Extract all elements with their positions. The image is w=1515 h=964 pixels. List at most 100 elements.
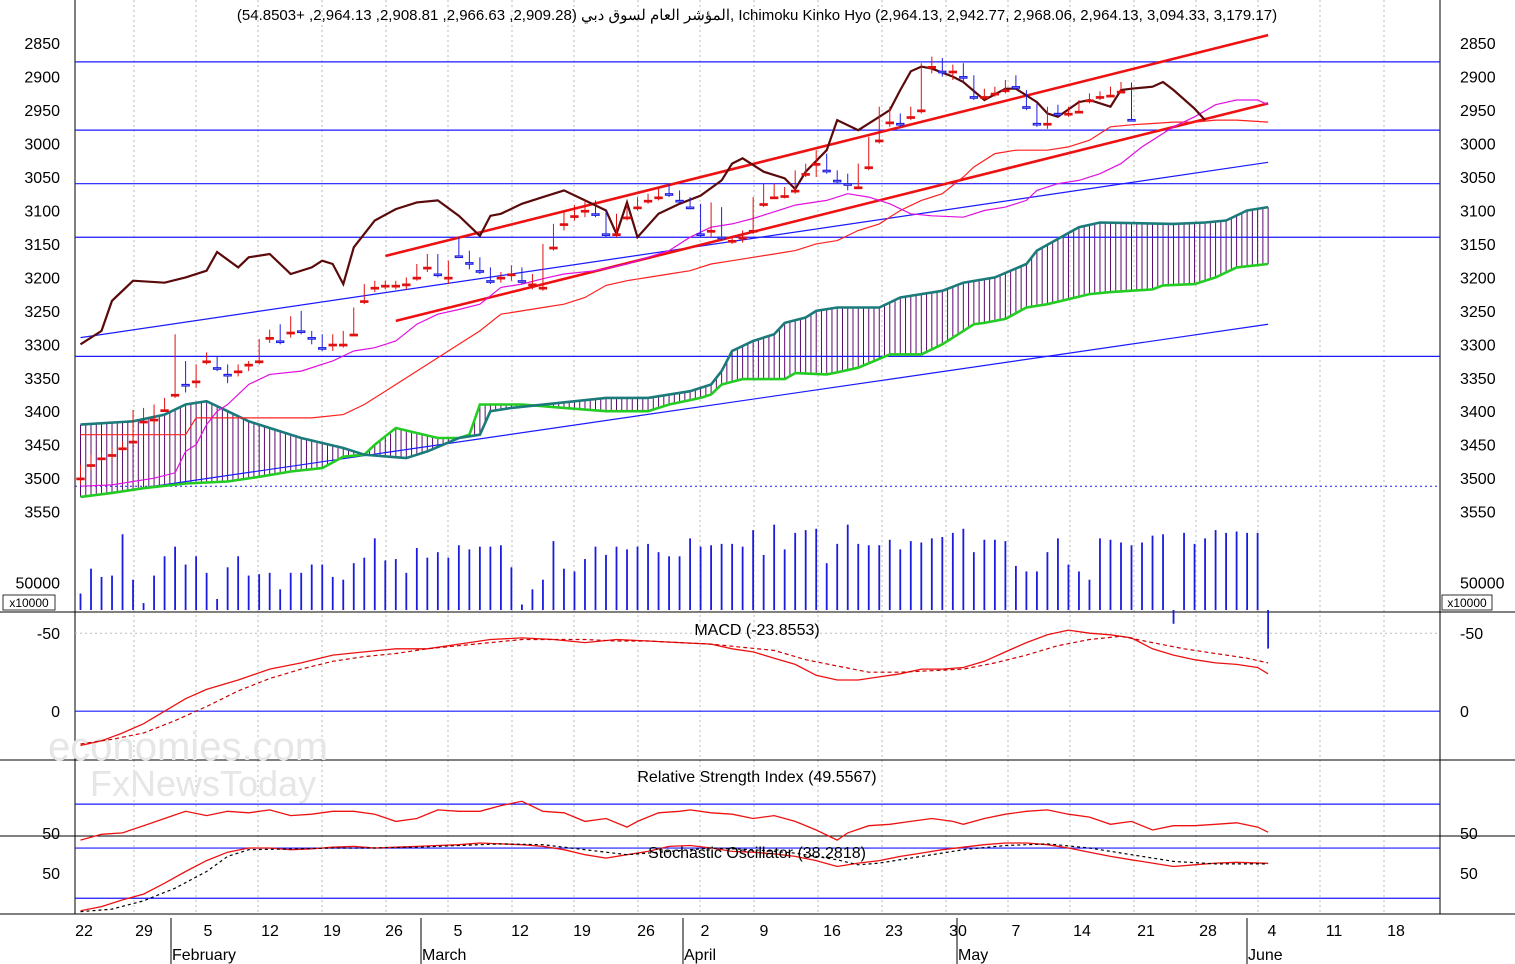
candle-down [790,189,800,193]
rsi-tick-label-left: 50 [42,826,60,843]
candle-up [1053,112,1063,116]
price-tick-label-right: 3350 [1460,371,1496,388]
candle-down [917,109,926,113]
candle-down [97,457,106,461]
stochastic-tick-label-left: 50 [42,866,60,883]
candle-down [706,229,716,233]
candle-down [570,215,579,218]
price-tick-label-left: 3450 [24,438,60,455]
candle-down [854,186,863,190]
candle-up [959,76,968,79]
candle-down [1064,112,1073,116]
candle-up [601,233,611,236]
volume-panel [79,524,1270,649]
kijun-sen-line [80,119,1269,436]
candle-down [360,300,369,303]
candle-up [181,383,190,387]
price-tick-label-right: 2950 [1460,103,1496,120]
rsi-line [80,800,1269,841]
price-tick-label-right: 3250 [1460,304,1496,321]
candle-down [339,343,348,347]
x-month-label: April [684,947,716,964]
candle-up [696,233,705,236]
candle-down [349,333,358,337]
stochastic-tick-label-right: 50 [1460,866,1478,883]
candle-down [528,283,537,287]
x-day-label: 18 [1387,923,1405,940]
stochastic-d-line [80,843,1269,913]
candle-down [864,166,873,170]
price-tick-label-right: 3000 [1460,137,1496,154]
candle-down [1116,90,1126,94]
x-day-label: 16 [823,923,841,940]
candle-down [654,196,663,200]
x-day-label: 19 [323,923,341,940]
candle-down [1095,96,1105,99]
candle-down [875,139,884,143]
candle-down [107,454,117,457]
candle-up [664,193,674,196]
candle-up [433,273,443,277]
candle-up [1127,118,1136,122]
candle-down [202,360,211,364]
candle-down [118,447,127,451]
x-day-label: 30 [949,923,967,940]
candle-down [780,195,789,198]
price-tick-label-left: 3250 [24,304,60,321]
candle-down [759,203,768,206]
candle-down [233,370,243,374]
price-tick-label-right: 3200 [1460,270,1496,287]
stochastic-panel: Stochastic Oscillator (38.2818) [75,842,1440,913]
x-day-label: 29 [135,923,153,940]
candle-down [906,116,915,119]
candle-up [475,270,485,273]
candle-down [559,223,569,226]
x-day-label: 26 [637,923,655,940]
candle-up [517,280,527,283]
candle-down [633,206,642,210]
x-day-label: 11 [1326,923,1343,940]
price-tick-label-left: 3150 [24,237,60,254]
price-tick-label-left: 2950 [24,103,60,120]
price-tick-label-right: 2850 [1460,36,1496,53]
candle-down [1001,89,1010,93]
price-tick-label-right: 3450 [1460,438,1496,455]
candle-down [580,209,590,213]
candle-down [244,363,253,367]
candle-down [980,96,989,99]
candle-down [412,276,422,280]
x-day-label: 23 [885,923,903,940]
panel-frames [0,0,1515,915]
candle-up [212,367,222,370]
blue-trendline [80,161,1269,339]
candle-down [76,477,85,481]
candle-up [591,213,600,216]
macd-tick-label-right: -50 [1460,626,1483,643]
candle-up [223,373,232,377]
candle-down [769,196,779,200]
macd-line [80,629,1269,747]
price-tick-label-right: 3150 [1460,237,1496,254]
candle-down [328,343,337,347]
candle-down [927,65,937,69]
x-day-label: 22 [75,923,93,940]
price-tick-label-left: 2850 [24,36,60,53]
price-tick-label-right: 3550 [1460,505,1496,522]
candle-down [402,283,411,287]
candle-up [454,255,464,259]
price-tick-label-left: 3400 [24,404,60,421]
x-month-label: February [172,947,236,964]
candle-up [685,206,695,210]
candle-up [833,179,842,183]
x-month-label: June [1248,947,1283,964]
price-tick-label-left: 3000 [24,137,60,154]
rsi-tick-label-right: 50 [1460,826,1478,843]
price-tick-label-left: 3200 [24,270,60,287]
volume-unit-right: x10000 [1447,596,1487,610]
candle-down [738,236,747,240]
price-tick-label-right: 3100 [1460,203,1496,220]
candle-down [612,233,621,236]
candle-down [149,418,159,422]
